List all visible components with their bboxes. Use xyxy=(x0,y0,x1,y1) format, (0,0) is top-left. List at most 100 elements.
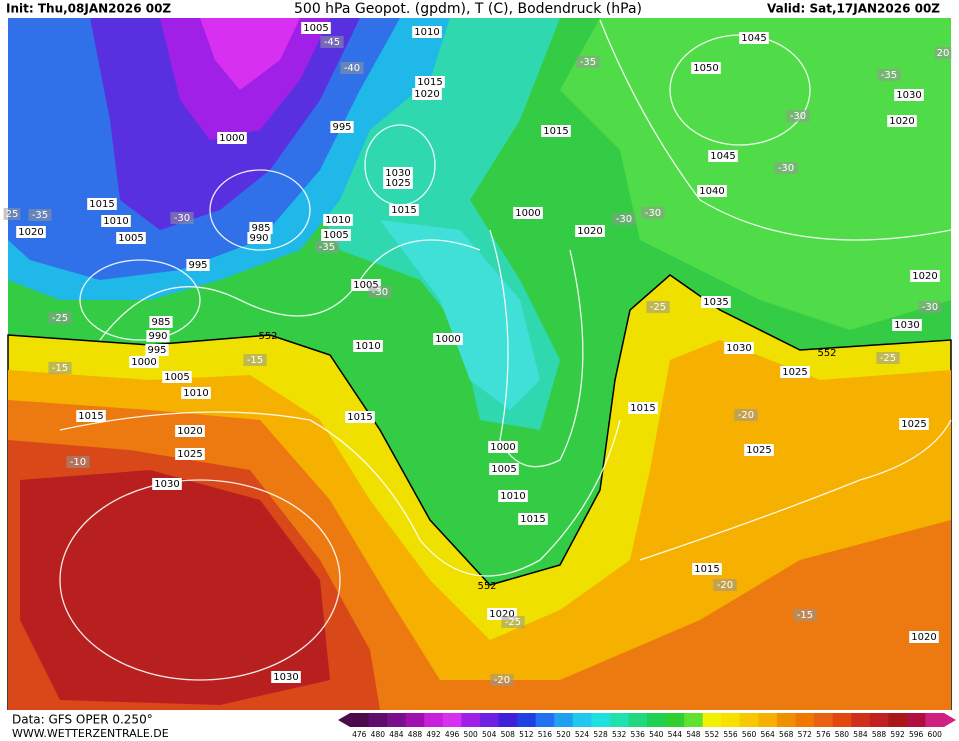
colorbar-label: 600 xyxy=(928,730,943,739)
isobar-label: 1045 xyxy=(741,33,766,44)
temperature-label: -20 xyxy=(494,675,510,686)
temperature-label-box xyxy=(48,362,72,374)
colorbar-swatch xyxy=(405,713,425,727)
temperature-label-box xyxy=(934,47,952,59)
isobar-label-box xyxy=(433,333,463,345)
colorbar-label: 544 xyxy=(668,730,683,739)
isobar-label-box xyxy=(87,198,117,210)
isobar-label: 985 xyxy=(151,317,170,328)
isobar-label-box xyxy=(149,316,173,328)
isobar-line xyxy=(599,19,952,241)
temperature-label: -15 xyxy=(797,610,813,621)
temperature-label: -35 xyxy=(32,210,48,221)
isobar-label: 1000 xyxy=(219,133,244,144)
colorbar-swatch xyxy=(758,713,778,727)
temperature-label-box xyxy=(28,209,52,221)
isobar-label: 995 xyxy=(188,260,207,271)
colorbar-label: 508 xyxy=(501,730,516,739)
isobar-label-box xyxy=(739,32,769,44)
isobar-label-box xyxy=(162,371,192,383)
isobar-label-box xyxy=(271,671,301,683)
colorbar-label: 552 xyxy=(705,730,720,739)
colorbar-label: 504 xyxy=(482,730,497,739)
isobar-label-box xyxy=(175,425,205,437)
colorbar-label: 568 xyxy=(779,730,794,739)
colorbar-arrow-right xyxy=(944,713,956,727)
isobar-label: 1020 xyxy=(911,632,936,643)
field-magenta xyxy=(200,18,300,90)
colorbar-label: 592 xyxy=(890,730,905,739)
isobar-label-box xyxy=(146,330,170,342)
isobar-label-box xyxy=(541,125,571,137)
isobar-label-box xyxy=(887,115,917,127)
temperature-label-box xyxy=(612,213,636,225)
isobar-label: 1050 xyxy=(693,63,718,74)
temperature-label-box xyxy=(793,609,817,621)
temperature-label: -25 xyxy=(52,313,68,324)
field-lightgreen xyxy=(560,18,951,330)
isobar-label: 1025 xyxy=(901,419,926,430)
colorbar-label: 480 xyxy=(371,730,386,739)
isobar-label-box xyxy=(412,26,442,38)
header-bar xyxy=(0,0,959,18)
isobar-label-box xyxy=(892,319,922,331)
temperature-label: 25 xyxy=(6,209,19,220)
isobar-label-box xyxy=(389,204,419,216)
isobar-line xyxy=(79,259,201,341)
colorbar-label: 524 xyxy=(575,730,590,739)
isobar-label: 1010 xyxy=(103,216,128,227)
temperature-label-box xyxy=(48,312,72,324)
temperature-label-box xyxy=(774,162,798,174)
temperature-label: -20 xyxy=(738,410,754,421)
isobar-label: 1010 xyxy=(325,215,350,226)
isobar-label: 1000 xyxy=(435,334,460,345)
isobar-label: 1020 xyxy=(414,89,439,100)
temperature-label-box xyxy=(3,208,21,220)
temperature-label-box xyxy=(877,69,901,81)
colorbar-label: 564 xyxy=(760,730,775,739)
temperature-label: -25 xyxy=(880,353,896,364)
colorbar-swatch xyxy=(628,713,648,727)
isobar-label-box xyxy=(145,344,169,356)
isobar-label-box xyxy=(330,121,354,133)
colorbar: 476 480 484 488 492 496 500 504 508 512 516 520 524 5… xyxy=(338,713,956,739)
temperature-label: -20 xyxy=(717,580,733,591)
isobar-label-box xyxy=(701,296,731,308)
isobar-label: 1015 xyxy=(417,77,442,88)
colorbar-label: 520 xyxy=(556,730,571,739)
colorbar-label: 492 xyxy=(426,730,441,739)
isobar-label-box xyxy=(345,411,375,423)
colorbar-label: 528 xyxy=(593,730,608,739)
isobar-label: 1025 xyxy=(746,445,771,456)
isobar-label: 1025 xyxy=(177,449,202,460)
colorbar-swatch xyxy=(498,713,518,727)
isobar-label-box xyxy=(909,631,939,643)
isobar-label: 1000 xyxy=(131,357,156,368)
temperature-label-box xyxy=(786,110,810,122)
isobar-label: 1010 xyxy=(355,341,380,352)
temperature-label: -15 xyxy=(247,355,263,366)
isobar-label-box xyxy=(152,478,182,490)
isobar-label-box xyxy=(181,387,211,399)
temperature-label-box xyxy=(340,62,364,74)
isobar-label: 1005 xyxy=(164,372,189,383)
colorbar-label: 576 xyxy=(816,730,831,739)
isobar-label-box xyxy=(129,356,159,368)
isobar-label: 990 xyxy=(249,233,268,244)
colorbar-swatch xyxy=(554,713,574,727)
colorbar-swatch xyxy=(517,713,537,727)
isobar-label-box xyxy=(488,441,518,453)
colorbar-label: 512 xyxy=(519,730,534,739)
isobar-label-box xyxy=(910,270,940,282)
isobar-label: 1030 xyxy=(273,672,298,683)
temperature-label: -35 xyxy=(580,57,596,68)
colorbar-label: 484 xyxy=(389,730,404,739)
isobar-label: 1010 xyxy=(414,27,439,38)
geopotential-label: 552 xyxy=(477,581,496,592)
temperature-label: 20 xyxy=(937,48,950,59)
data-source: Data: GFS OPER 0.250° xyxy=(12,713,153,727)
isobar-label-box xyxy=(301,22,331,34)
colorbar-swatch xyxy=(776,713,796,727)
isobar-label-box xyxy=(76,410,106,422)
map xyxy=(7,18,952,711)
